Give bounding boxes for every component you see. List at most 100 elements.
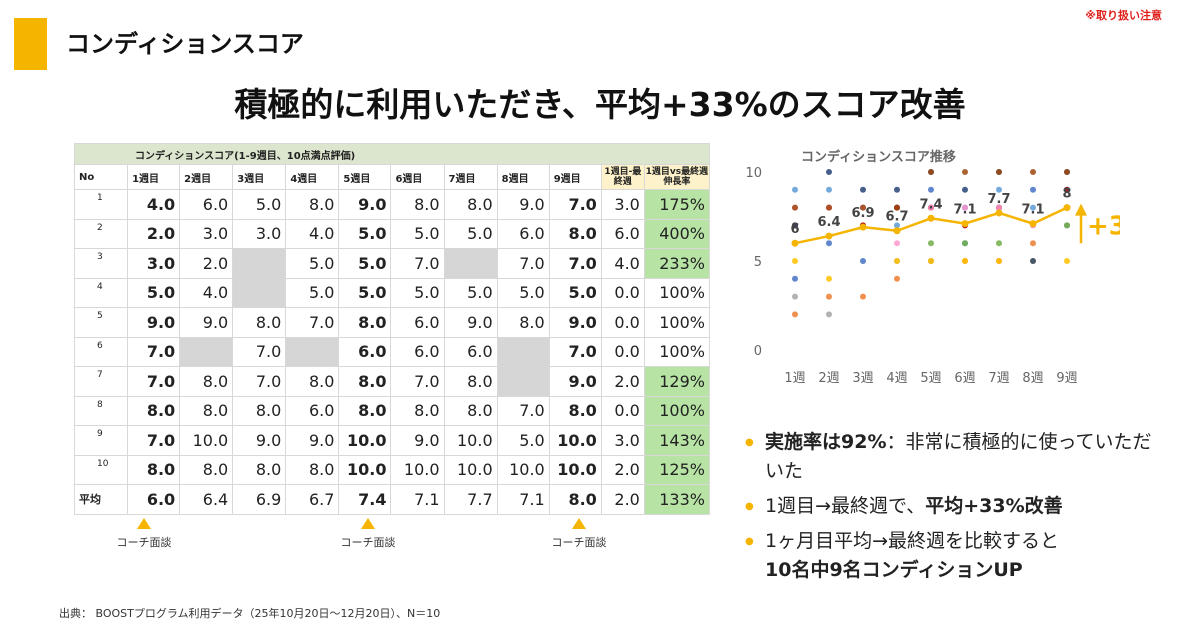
- coach-meeting-marker: コーチ面談: [534, 518, 624, 550]
- page-title: コンディションスコア: [66, 30, 304, 58]
- x-tick-label: 3週: [852, 371, 873, 386]
- table-cell: 5.0: [390, 218, 445, 249]
- individual-score-point: [996, 186, 1002, 193]
- table-cell: 3.0: [600, 425, 645, 456]
- table-row: 2 2.0 3.0 3.0 4.0 5.0 5.0 5.0 6.0 8.0 6.0 400%: [73, 218, 711, 249]
- table-cell: 6.9: [232, 484, 287, 515]
- row-number: 8: [73, 395, 129, 426]
- row-number: 1: [73, 189, 129, 220]
- table-cell: 8.0: [338, 395, 392, 426]
- table-row: 10 8.0 8.0 8.0 8.0 10.0 10.0 10.0 10.0 10.0 2.0 125…: [73, 454, 711, 485]
- accent-bar: [14, 18, 47, 70]
- table-cell: [285, 336, 340, 367]
- average-point: [961, 220, 969, 228]
- average-point: [927, 214, 935, 222]
- table-cell: 7.1: [390, 484, 445, 515]
- column-header: No: [73, 164, 129, 190]
- individual-score-point: [894, 204, 900, 211]
- table-cell: 8.0: [179, 454, 234, 485]
- row-number: 10: [73, 454, 129, 485]
- table-cell: 5.0: [285, 277, 340, 308]
- individual-score-point: [894, 186, 900, 193]
- individual-score-point: [860, 186, 866, 193]
- table-row: 7 7.0 8.0 7.0 8.0 8.0 7.0 8.0 9.0 2.0 129%: [73, 366, 711, 397]
- x-tick-label: 2週: [818, 371, 839, 386]
- column-header: 7週目: [443, 164, 498, 190]
- individual-score-point: [792, 311, 798, 318]
- table-cell: 2.0: [179, 248, 234, 279]
- individual-score-point: [894, 222, 900, 229]
- x-tick-label: 1週: [784, 371, 805, 386]
- individual-score-point: [962, 204, 968, 211]
- table-cell: 5.0: [338, 248, 392, 279]
- table-cell: 5.0: [548, 277, 602, 308]
- table-cell: 5.0: [443, 277, 498, 308]
- table-cell: 8.0: [232, 307, 287, 338]
- individual-score-point: [894, 240, 900, 247]
- individual-score-point: [928, 204, 934, 211]
- table-cell: 10.0: [338, 425, 392, 456]
- table-cell: [496, 366, 550, 397]
- table-cell: 2.0: [127, 218, 181, 249]
- table-cell: 6.0: [338, 336, 392, 367]
- table-cell: 8.0: [548, 395, 602, 426]
- table-cell: 7.0: [496, 248, 550, 279]
- table-cell: 8.0: [285, 454, 340, 485]
- table-row: 6 7.0 7.0 6.0 6.0 6.0 7.0 0.0 100%: [73, 336, 711, 367]
- table-cell: 8.0: [285, 366, 340, 397]
- y-tick-label: 0: [754, 344, 762, 359]
- table-cell: 8.0: [443, 395, 498, 426]
- x-tick-label: 6週: [954, 371, 975, 386]
- table-cell: [232, 277, 287, 308]
- marker-label: コーチ面談: [340, 536, 396, 549]
- table-cell: 100%: [643, 277, 711, 308]
- y-tick-label: 10: [745, 166, 762, 181]
- table-cell: 6.0: [390, 336, 445, 367]
- table-cell: 5.0: [127, 277, 181, 308]
- column-header: 3週目: [232, 164, 287, 190]
- individual-score-point: [1030, 240, 1036, 247]
- headline: 積極的に利用いただき、平均+33%のスコア改善: [234, 85, 966, 124]
- table-cell: 9.0: [127, 307, 181, 338]
- table-cell: 0.0: [600, 395, 645, 426]
- table-row: 1 4.0 6.0 5.0 8.0 9.0 8.0 8.0 9.0 7.0 3.0 175%: [73, 189, 711, 220]
- table-cell: [496, 336, 550, 367]
- individual-score-point: [792, 204, 798, 211]
- marker-label: コーチ面談: [116, 536, 172, 549]
- column-header: 1週目-最終週: [600, 164, 645, 190]
- table-row: 3 3.0 2.0 5.0 5.0 7.0 7.0 7.0 4.0 233%: [73, 248, 711, 279]
- table-cell: 9.0: [285, 425, 340, 456]
- table-cell: 9.0: [338, 189, 392, 220]
- individual-score-point: [826, 275, 832, 282]
- table-cell: 7.0: [127, 366, 181, 397]
- table-cell: 133%: [643, 484, 711, 515]
- individual-score-point: [1030, 258, 1036, 264]
- individual-score-point: [792, 293, 798, 300]
- table-cell: 400%: [643, 218, 711, 249]
- table-cell: 6.0: [285, 395, 340, 426]
- individual-score-point: [996, 258, 1002, 264]
- x-tick-label: 4週: [886, 371, 907, 386]
- table-cell: 4.0: [600, 248, 645, 279]
- row-number: 9: [73, 425, 129, 456]
- table-cell: 9.0: [179, 307, 234, 338]
- individual-score-point: [1064, 169, 1070, 175]
- arrow-head-icon: [1075, 203, 1087, 216]
- individual-score-point: [962, 169, 968, 175]
- score-trend-chart: 0 5 10 1週 2週 3週 4週 5週 6週 7週 8週 9週 6 6.4 6.9 6.7 7.4 7.1 7.…: [745, 166, 1120, 386]
- table-cell: 8.0: [390, 395, 445, 426]
- table-cell: 10.0: [443, 454, 498, 485]
- individual-score-point: [962, 258, 968, 264]
- triangle-icon: [572, 518, 586, 529]
- table-row: 5 9.0 9.0 8.0 7.0 8.0 6.0 9.0 8.0 9.0 0.0 100%: [73, 307, 711, 338]
- table-cell: 0.0: [600, 277, 645, 308]
- table-cell: 9.0: [496, 189, 550, 220]
- individual-score-point: [928, 169, 934, 175]
- table-cell: [179, 336, 234, 367]
- x-tick-label: 9週: [1056, 371, 1077, 386]
- x-tick-label: 8週: [1022, 371, 1043, 386]
- table-cell: 7.0: [390, 366, 445, 397]
- individual-score-point: [826, 169, 832, 175]
- table-cell: 7.0: [390, 248, 445, 279]
- x-tick-label: 5週: [920, 371, 941, 386]
